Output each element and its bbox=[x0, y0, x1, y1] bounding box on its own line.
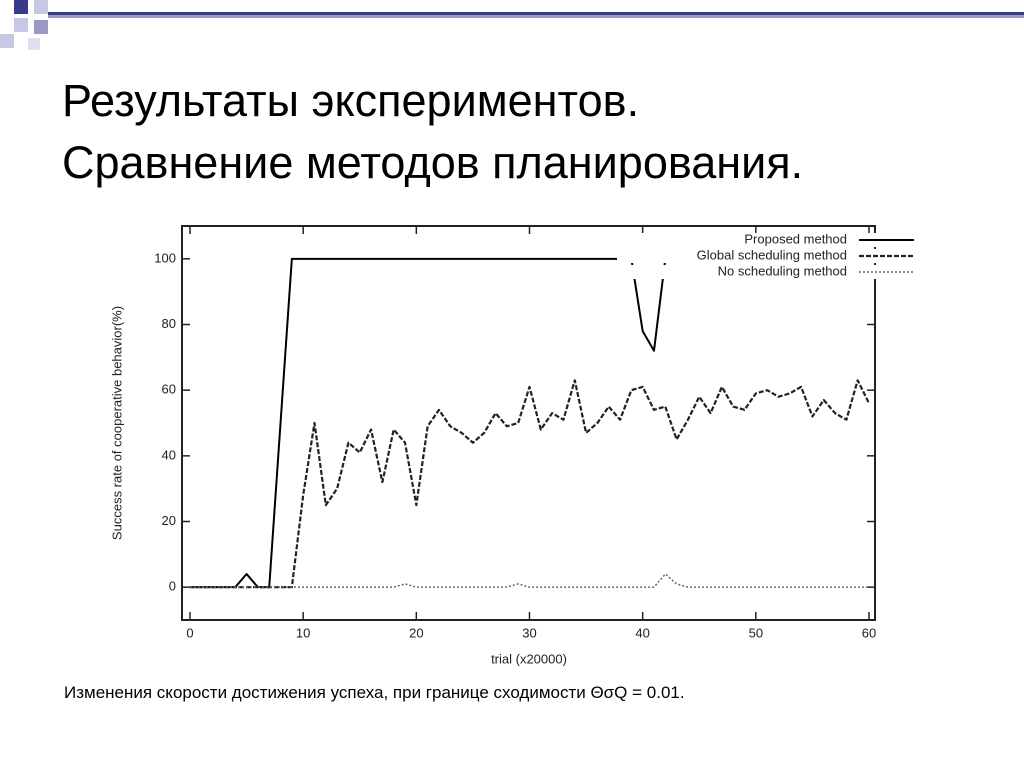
series-line bbox=[190, 257, 869, 589]
x-tick-label: 20 bbox=[409, 625, 423, 640]
y-tick-label: 100 bbox=[154, 250, 176, 265]
legend-label: Global scheduling method bbox=[697, 247, 847, 262]
title-line: Сравнение методов планирования. bbox=[62, 137, 804, 188]
x-axis-label: trial (x20000) bbox=[491, 651, 567, 666]
y-tick-label: 60 bbox=[162, 382, 176, 397]
caption: Изменения скорости достижения успеха, пр… bbox=[64, 683, 685, 702]
y-tick-label: 40 bbox=[162, 447, 176, 462]
y-tick-label: 20 bbox=[162, 513, 176, 528]
legend-bg bbox=[617, 265, 917, 279]
slide-decoration bbox=[0, 0, 1024, 50]
x-tick-label: 60 bbox=[862, 625, 876, 640]
x-tick-label: 30 bbox=[522, 625, 536, 640]
legend-label: No scheduling method bbox=[718, 263, 847, 278]
slide-title: Результаты экспериментов. Сравнение мето… bbox=[62, 70, 803, 194]
chart: Success rate of cooperative behavior(%) … bbox=[109, 225, 917, 666]
y-axis-label: Success rate of cooperative behavior(%) bbox=[109, 306, 124, 540]
series-line bbox=[190, 573, 869, 588]
y-tick-label: 0 bbox=[169, 579, 176, 594]
legend-label: Proposed method bbox=[744, 231, 847, 246]
x-tick-label: 50 bbox=[749, 625, 763, 640]
x-tick-label: 40 bbox=[635, 625, 649, 640]
title-line: Результаты экспериментов. bbox=[62, 75, 640, 126]
y-tick-label: 80 bbox=[162, 316, 176, 331]
plot-frame bbox=[181, 225, 876, 621]
series-line bbox=[190, 379, 870, 589]
x-tick-label: 10 bbox=[296, 625, 310, 640]
legend-bg bbox=[617, 249, 917, 263]
x-tick-label: 0 bbox=[186, 625, 193, 640]
legend-bg bbox=[617, 233, 917, 247]
